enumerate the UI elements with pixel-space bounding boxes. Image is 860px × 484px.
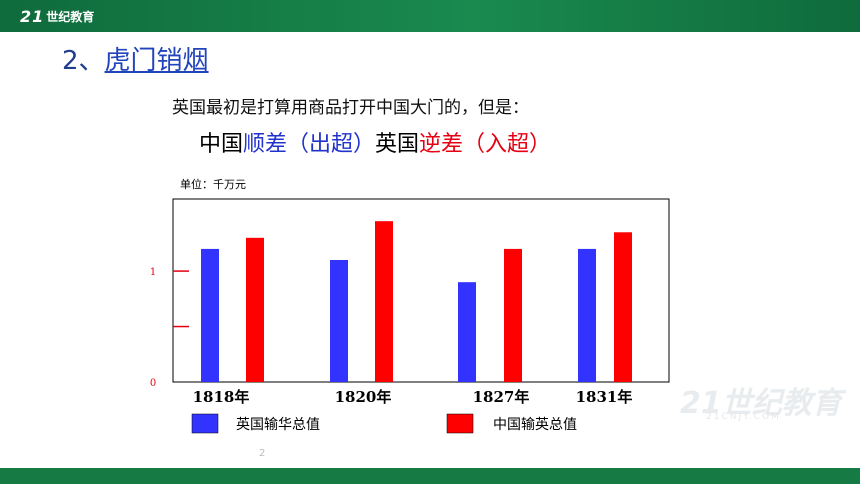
intro-text: 英国最初是打算用商品打开中国大门的，但是： [172, 98, 529, 118]
bar-china-export [246, 237, 264, 382]
top-banner: 21 世纪教育 [0, 0, 860, 32]
bar-britain-export [201, 248, 219, 382]
y-tick-label: 1 [150, 267, 156, 278]
site-logo: 21 世纪教育 [20, 4, 94, 28]
legend-label: 英国输华总值 [236, 416, 320, 433]
bar-china-export [614, 232, 632, 382]
title-link[interactable]: 虎门销烟 [104, 46, 209, 76]
bottom-banner [0, 468, 860, 484]
legend-swatch [191, 413, 219, 434]
bar-china-export [504, 248, 522, 382]
page-number: 2 [259, 448, 266, 459]
legend-swatch [446, 413, 474, 434]
unit-label: 单位：千万元 [180, 178, 246, 191]
bar-britain-export [578, 248, 596, 382]
x-category-label: 1831年 [576, 388, 633, 406]
bar-britain-export [458, 282, 476, 382]
headline-surplus: 顺差（出超） [243, 132, 376, 157]
headline: 中国顺差（出超）英国逆差（入超） [199, 126, 551, 158]
headline-britain: 英国 [375, 132, 420, 157]
slide-title: 2、虎门销烟 [62, 40, 209, 77]
bar-britain-export [330, 260, 348, 382]
logo-text: 世纪教育 [46, 9, 95, 24]
legend-label: 中国输英总值 [493, 416, 577, 433]
watermark-url: 21CNJY.COM [706, 412, 781, 422]
headline-deficit: 逆差（入超） [419, 132, 552, 157]
watermark-logo: 21世纪教育 [680, 386, 842, 421]
title-number: 2、 [62, 46, 105, 76]
plot-frame [172, 198, 670, 383]
headline-china: 中国 [199, 132, 244, 157]
x-category-label: 1818年 [193, 388, 250, 406]
bar-china-export [375, 221, 393, 382]
x-category-label: 1827年 [473, 388, 530, 406]
y-tick-label: 0 [150, 378, 156, 389]
runner-logo-icon: 21 [20, 6, 45, 26]
x-category-label: 1820年 [335, 388, 392, 406]
